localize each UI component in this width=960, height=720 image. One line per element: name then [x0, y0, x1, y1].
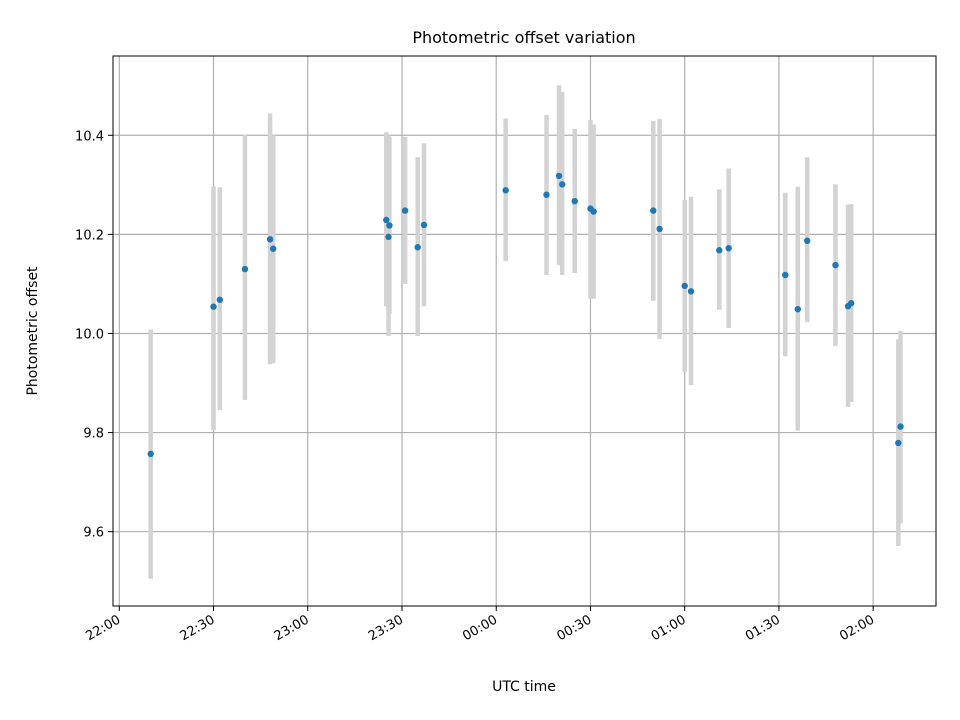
x-axis-label: UTC time: [492, 679, 556, 695]
data-points: [147, 172, 904, 458]
data-point: [847, 300, 855, 307]
data-point: [716, 247, 723, 254]
data-point: [650, 207, 657, 214]
data-point: [385, 233, 392, 241]
y-tick-label: 10.2: [75, 228, 104, 243]
data-point: [414, 244, 421, 251]
data-point: [270, 245, 277, 252]
data-point: [420, 221, 428, 229]
data-point: [725, 245, 732, 252]
data-point: [782, 271, 789, 279]
data-point: [558, 181, 566, 188]
data-point: [147, 450, 154, 458]
data-point: [543, 191, 550, 198]
data-point: [804, 237, 811, 245]
data-point: [895, 439, 902, 447]
y-tick-label: 10.0: [75, 327, 104, 342]
y-tick-label: 10.4: [75, 129, 104, 144]
data-point: [656, 225, 663, 233]
data-point: [216, 296, 224, 303]
data-point: [681, 282, 688, 290]
chart-title: Photometric offset variation: [412, 28, 635, 47]
plot-frame: [112, 55, 937, 607]
data-point: [266, 236, 274, 243]
y-axis-label: Photometric offset: [25, 266, 41, 396]
data-point: [386, 222, 393, 229]
y-tick-label: 9.8: [83, 427, 104, 442]
y-tick-label: 9.6: [83, 526, 104, 541]
data-point: [241, 265, 249, 273]
data-point: [210, 303, 217, 310]
data-point: [401, 207, 409, 214]
data-point: [687, 288, 695, 295]
data-point: [897, 423, 904, 430]
data-point: [832, 261, 839, 269]
data-point: [571, 197, 578, 205]
data-point: [794, 305, 801, 313]
data-point: [502, 187, 509, 194]
data-point: [555, 172, 563, 180]
data-point: [383, 216, 390, 224]
data-point: [590, 208, 597, 215]
